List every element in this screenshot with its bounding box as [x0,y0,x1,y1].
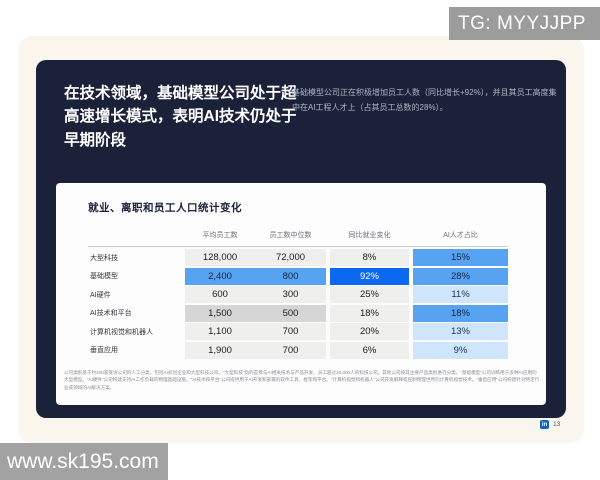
card-title: 就业、离职和员工人口统计变化 [88,202,242,214]
table-divider [88,246,508,247]
cell-median-employees: 700 [255,323,326,340]
cell-yoy-change: 25% [330,286,409,303]
watermark-top: TG: MYYJJPP [449,7,600,40]
slide: 在技术领域，基础模型公司处于超高速增长模式，表明AI技术仍处于早期阶段 基础模型… [36,60,566,418]
cell-ai-talent: 15% [413,249,508,266]
row-label: AI技术和平台 [90,310,132,317]
cell-yoy-change: 6% [330,341,409,359]
cell-ai-talent: 9% [413,341,508,359]
column-header-avg-employees: 平均员工数 [202,232,238,239]
cell-median-employees: 300 [255,286,326,303]
cell-ai-talent: 18% [413,304,508,322]
cell-median-employees: 72,000 [255,249,326,266]
slide-headline: 在技术领域，基础模型公司处于超高速增长模式，表明AI技术仍处于早期阶段 [64,85,297,149]
table-row: AI硬件 600 300 25% 11% [88,286,508,303]
stats-table: 平均员工数 员工数中位数 同比就业变化 AI人才占比 大型科技 128,000 72… [88,227,508,360]
cell-yoy-change: 18% [330,304,409,322]
cell-avg-employees: 128,000 [185,249,255,266]
cell-avg-employees: 1,100 [185,323,255,340]
table-row: 大型科技 128,000 72,000 8% 15% [88,249,508,266]
cell-ai-talent: 11% [413,286,508,303]
slide-subtext: 基础模型公司正在积极增加员工人数（同比增长+92%），并且其员工高度集中在AI工… [292,88,557,112]
row-label: 大型科技 [90,254,118,262]
row-label: 基础模型 [90,273,118,280]
table-row: AI技术和平台 1,500 500 18% 18% [88,304,508,322]
cell-median-employees: 500 [255,304,326,322]
cell-avg-employees: 1,900 [185,341,255,359]
column-header-median-employees: 员工数中位数 [269,232,312,239]
table-row: 计算机视觉和机器人 1,100 700 20% 13% [88,323,508,340]
cell-yoy-change: 20% [330,323,409,340]
cell-yoy-change: 8% [330,249,409,266]
card-footnote: 公司类别基于约200家受访公司的人工分类，包括AI初创企业和大型科技公司。“大型… [64,370,540,390]
cell-avg-employees: 2,400 [185,267,255,285]
watermark-bottom: www.sk195.com [0,443,168,480]
page-number: 13 [553,421,561,428]
table-row: 垂直应用 1,900 700 6% 9% [88,341,508,359]
row-label: 计算机视觉和机器人 [90,328,153,336]
cell-avg-employees: 1,500 [185,304,255,322]
stats-card: 就业、离职和员工人口统计变化 平均员工数 员工数中位数 同比就业变化 AI人才占… [56,183,546,405]
cell-yoy-change: 92% [330,267,409,285]
table-body: 大型科技 128,000 72,000 8% 15% 基础模型 2,400 800 92% 28%… [88,249,508,359]
cell-median-employees: 800 [255,267,326,285]
cell-ai-talent: 13% [413,323,508,340]
cell-ai-talent: 28% [413,267,508,285]
cell-avg-employees: 600 [185,286,255,303]
table-header-row: 平均员工数 员工数中位数 同比就业变化 AI人才占比 [88,227,508,243]
cell-median-employees: 700 [255,341,326,359]
column-header-ai-talent: AI人才占比 [443,232,478,239]
column-header-yoy-change: 同比就业变化 [348,232,391,239]
table-row: 基础模型 2,400 800 92% 28% [88,267,508,285]
linkedin-icon[interactable]: in [540,420,549,429]
row-label: AI硬件 [90,291,111,299]
row-label: 垂直应用 [90,347,118,354]
